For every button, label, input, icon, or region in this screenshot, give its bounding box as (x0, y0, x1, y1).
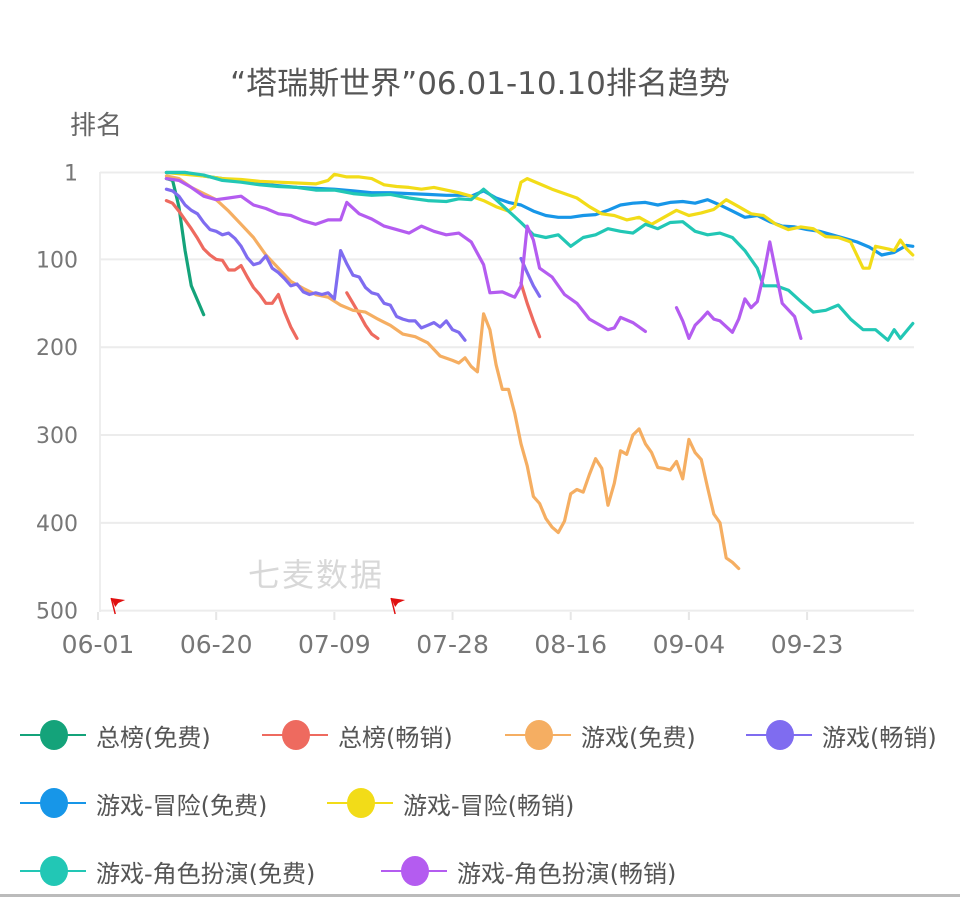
series-line (164, 199, 542, 340)
x-tick-label: 08-16 (534, 630, 607, 659)
legend-marker-icon (20, 851, 86, 891)
legend-marker-icon (327, 783, 393, 823)
flag-icon[interactable] (390, 597, 406, 615)
legend-label: 游戏-冒险(畅销) (403, 791, 575, 820)
flag-icon[interactable] (110, 597, 126, 615)
y-tick-label: 400 (36, 512, 78, 537)
legend-item-adventure-paid[interactable]: 游戏-冒险(畅销) (327, 783, 574, 823)
series-segment (164, 199, 299, 340)
x-tick-label: 07-09 (298, 630, 371, 659)
legend-item-adventure-free[interactable]: 游戏-冒险(免费) (20, 783, 267, 823)
divider (0, 894, 960, 897)
series-segment (164, 174, 741, 571)
series-segment (674, 240, 803, 340)
legend-marker-icon (746, 715, 812, 755)
x-tick-label: 06-01 (62, 630, 135, 659)
y-tick-label: 1 (64, 162, 78, 187)
grid-lines (99, 171, 914, 612)
legend-item-game-paid[interactable]: 游戏(畅销) (746, 715, 937, 755)
y-tick-label: 100 (36, 248, 78, 273)
legend-item-rpg-paid[interactable]: 游戏-角色扮演(畅销) (381, 851, 676, 891)
series-segment (164, 177, 648, 333)
series-segment (164, 170, 915, 270)
series-segment (519, 281, 542, 339)
x-tick-label: 09-04 (653, 630, 726, 659)
legend-label: 游戏(畅销) (822, 723, 937, 752)
chart-title: “塔瑞斯世界”06.01-10.10排名趋势 (230, 66, 730, 102)
x-tick-label: 06-20 (180, 630, 253, 659)
legend-item-game-free[interactable]: 游戏(免费) (505, 715, 696, 755)
line-chart: 1 100 200 300 400 500 06-01 06-20 07-09 07-28 08-… (36, 162, 915, 659)
y-axis-ticks: 1 100 200 300 400 500 (36, 162, 78, 625)
x-tick-label: 09-23 (771, 630, 844, 659)
legend-marker-icon (381, 851, 447, 891)
legend-item-rpg-free[interactable]: 游戏-角色扮演(免费) (20, 851, 315, 891)
legend-label: 游戏-冒险(免费) (96, 791, 268, 820)
y-tick-label: 200 (36, 336, 78, 361)
series-line (164, 170, 915, 270)
event-flags (110, 597, 406, 615)
series-line (164, 177, 803, 340)
legend-marker-icon (20, 783, 86, 823)
legend-marker-icon (20, 715, 86, 755)
y-tick-label: 500 (36, 600, 78, 625)
legend-label: 游戏(免费) (581, 723, 696, 752)
series-segment (345, 291, 380, 340)
legend-label: 总榜(免费) (96, 723, 211, 752)
watermark: 七麦数据 (248, 556, 385, 594)
x-axis-ticks: 06-01 06-20 07-09 07-28 08-16 09-04 09-23 (62, 612, 844, 659)
series-segment (164, 187, 467, 342)
y-axis-label: 排名 (70, 111, 123, 141)
series-lines (164, 170, 915, 571)
x-tick-label: 07-28 (416, 630, 489, 659)
legend-item-zongbang-free[interactable]: 总榜(免费) (20, 715, 211, 755)
series-segment (164, 170, 915, 342)
legend-item-zongbang-paid[interactable]: 总榜(畅销) (262, 715, 453, 755)
series-line (164, 170, 915, 342)
y-tick-label: 300 (36, 424, 78, 449)
legend-marker-icon (505, 715, 571, 755)
legend-label: 游戏-角色扮演(免费) (96, 859, 316, 888)
legend-label: 游戏-角色扮演(畅销) (457, 859, 677, 888)
series-segment (164, 177, 206, 317)
series-line (164, 177, 206, 317)
series-line (164, 174, 741, 571)
legend-marker-icon (262, 715, 328, 755)
legend-label: 总榜(畅销) (338, 723, 453, 752)
